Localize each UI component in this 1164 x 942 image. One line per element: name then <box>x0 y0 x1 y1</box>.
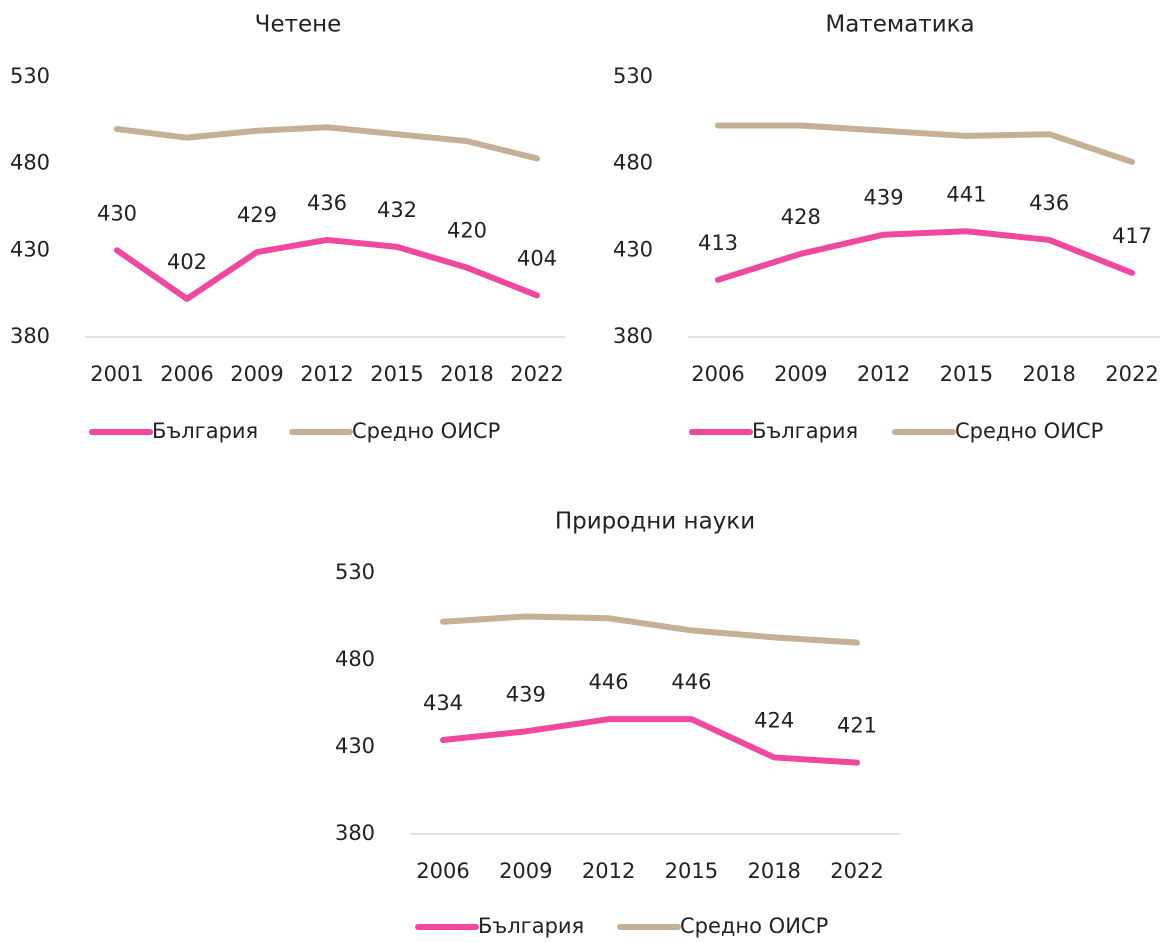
y-tick-label: 380 <box>10 324 50 348</box>
data-label: 404 <box>517 246 557 270</box>
x-tick-label: 2015 <box>940 362 993 386</box>
data-label: 441 <box>946 182 986 206</box>
series-line <box>114 236 540 302</box>
data-label: 413 <box>698 231 738 255</box>
x-tick-label: 2015 <box>665 859 718 883</box>
series-line <box>715 228 1135 283</box>
y-tick-label: 530 <box>10 64 50 88</box>
x-tick-label: 2006 <box>160 362 213 386</box>
x-tick-label: 2018 <box>440 362 493 386</box>
data-label: 424 <box>754 708 794 732</box>
series-line <box>440 716 860 766</box>
x-tick-label: 2009 <box>230 362 283 386</box>
y-tick-label: 380 <box>613 324 653 348</box>
legend-label: България <box>752 419 858 443</box>
y-tick-label: 430 <box>335 734 375 758</box>
data-label: 446 <box>671 670 711 694</box>
legend-label: България <box>152 419 258 443</box>
chart-title: Математика <box>825 12 974 38</box>
data-label: 432 <box>377 198 417 222</box>
y-tick-label: 480 <box>10 151 50 175</box>
data-label: 439 <box>864 186 904 210</box>
series-line <box>114 124 540 162</box>
data-label: 446 <box>589 670 629 694</box>
x-tick-label: 2012 <box>300 362 353 386</box>
legend-label: Средно ОИСР <box>955 419 1103 443</box>
data-label: 434 <box>423 691 463 715</box>
y-tick-label: 480 <box>335 647 375 671</box>
data-label: 420 <box>447 219 487 243</box>
chart-title: Четене <box>255 12 342 38</box>
y-tick-label: 530 <box>335 560 375 584</box>
data-label: 428 <box>781 205 821 229</box>
y-tick-label: 430 <box>10 237 50 261</box>
data-label: 436 <box>1029 191 1069 215</box>
x-tick-label: 2009 <box>499 859 552 883</box>
data-label: 417 <box>1112 224 1152 248</box>
x-tick-label: 2015 <box>370 362 423 386</box>
x-tick-label: 2006 <box>691 362 744 386</box>
x-tick-label: 2018 <box>747 859 800 883</box>
x-tick-label: 2009 <box>774 362 827 386</box>
x-tick-label: 2022 <box>1105 362 1158 386</box>
series-line <box>440 613 860 646</box>
x-tick-label: 2001 <box>90 362 143 386</box>
data-label: 439 <box>506 682 546 706</box>
y-tick-label: 530 <box>613 64 653 88</box>
series-line <box>715 122 1135 165</box>
data-label: 421 <box>837 714 877 738</box>
x-tick-label: 2022 <box>830 859 883 883</box>
data-label: 436 <box>307 191 347 215</box>
y-tick-label: 380 <box>335 821 375 845</box>
legend-label: България <box>478 914 584 938</box>
x-tick-label: 2012 <box>582 859 635 883</box>
legend-label: Средно ОИСР <box>352 419 500 443</box>
x-tick-label: 2018 <box>1022 362 1075 386</box>
x-tick-label: 2012 <box>857 362 910 386</box>
y-tick-label: 430 <box>613 237 653 261</box>
data-label: 429 <box>237 203 277 227</box>
x-tick-label: 2022 <box>510 362 563 386</box>
chart-title: Природни науки <box>555 509 755 535</box>
legend-label: Средно ОИСР <box>680 914 828 938</box>
y-tick-label: 480 <box>613 151 653 175</box>
data-label: 430 <box>97 201 137 225</box>
data-label: 402 <box>167 250 207 274</box>
x-tick-label: 2006 <box>416 859 469 883</box>
